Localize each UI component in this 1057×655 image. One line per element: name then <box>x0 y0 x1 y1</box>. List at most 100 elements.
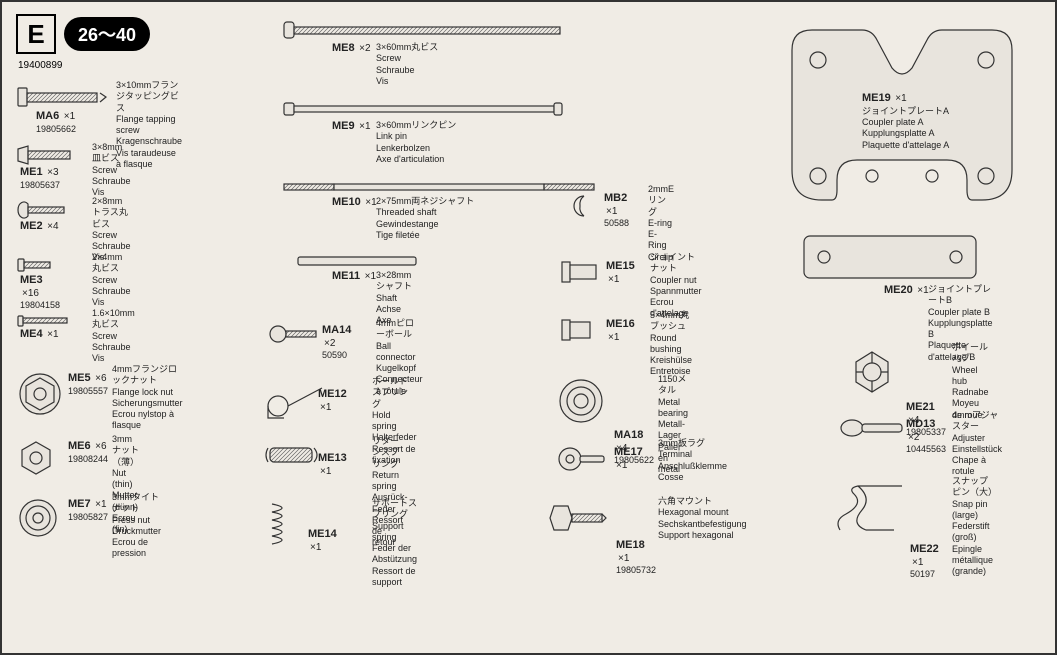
pid: MA14 <box>322 324 351 336</box>
desc-jp: サポートスプリング <box>372 498 417 521</box>
desc-de: Kupplungsplatte B <box>928 318 993 341</box>
pid: ME1 <box>20 166 43 178</box>
desc-jp: ホールドスプリング <box>372 376 417 410</box>
desc-en: Coupler nut <box>650 275 702 286</box>
desc-jp: 3mmタイトナット <box>112 492 161 515</box>
desc-jp: 4mmピローボール <box>376 318 423 341</box>
part-ME19: ME19 ×1 ジョイントプレートA Coupler plate A Kuppl… <box>772 20 1032 225</box>
qty: ×6 <box>95 441 106 452</box>
pid: ME15 <box>606 260 635 272</box>
e-ring-icon <box>570 192 598 220</box>
desc-jp: ジョイントナット <box>650 252 702 275</box>
pid: ME13 <box>318 452 347 464</box>
part-ME22: ME22 ×1 50197 スナップピン（大） Snap pin (large)… <box>832 480 908 543</box>
nut-flange-icon <box>18 372 62 416</box>
qty: ×1 <box>608 274 619 285</box>
pid: ME14 <box>308 528 337 540</box>
desc-jp: 六角マウント <box>658 496 747 507</box>
pid: ME7 <box>68 498 91 510</box>
desc-de: Kugelkopf <box>376 363 423 374</box>
part-ME5: ME5 ×6 19805557 4mmフランジロックナット Flange loc… <box>18 372 62 421</box>
part-ME16: ME16 ×1 5×4mm丸ブッシュ Round bushing Kreishü… <box>562 318 592 347</box>
pid: ME5 <box>68 372 91 384</box>
desc-en: Flange tapping screw <box>116 114 182 137</box>
desc-fr: Chape à rotule <box>952 455 1002 478</box>
desc-en: Adjuster <box>952 433 1002 444</box>
part-ME3: ME3 ×16 19804158 2×4mm丸ビス Screw Schraube… <box>18 258 54 277</box>
desc-jp: 2mmEリング <box>648 184 674 218</box>
desc-en: Return spring <box>372 470 408 493</box>
desc-jp: 4mmフランジロックナット <box>112 364 183 387</box>
desc-fr: Ecrou de pression <box>112 537 161 560</box>
press-nut-icon <box>18 498 58 538</box>
qty: ×1 <box>912 557 923 568</box>
pid: ME3 <box>20 274 43 286</box>
desc-en: Screw <box>92 331 135 342</box>
desc-fr: Ressort de support <box>372 566 417 589</box>
screw-thin-icon <box>18 315 70 327</box>
desc-en: E-ring <box>648 218 674 229</box>
desc-en: Shaft <box>376 293 418 304</box>
desc-fr: Plaquette d'attelage A <box>862 140 949 151</box>
ball-connector-icon <box>268 324 318 344</box>
desc-en: Wheel hub <box>952 365 989 388</box>
shaft-icon <box>298 255 418 267</box>
code: 19805662 <box>36 124 76 135</box>
qty: ×1 <box>320 402 331 413</box>
sheet-header: E 26～40 <box>16 14 150 54</box>
part-ME13: ME13 ×1 リターンスプリング Return spring Ausrück-… <box>264 444 322 471</box>
desc-de: Sicherungsmutter <box>112 398 183 409</box>
code: 19805827 <box>68 512 108 523</box>
desc-fr: Ecrou nylstop à flasque <box>112 409 183 432</box>
step-range: 26～40 <box>64 17 150 51</box>
desc-de: Schraube <box>92 342 135 353</box>
code: 19805637 <box>20 180 60 191</box>
desc-jp: スナップピン（大） <box>952 476 993 499</box>
desc-en: Snap pin (large) <box>952 499 993 522</box>
desc-de: Sechskantbefestigung <box>658 519 747 530</box>
desc-de: Federstift (groß) <box>952 521 993 544</box>
desc-de: Gewindestange <box>376 219 474 230</box>
desc-de: Radnabe <box>952 387 989 398</box>
qty: ×1 <box>310 542 321 553</box>
pid: MA18 <box>614 429 643 441</box>
qty: ×1 <box>616 460 627 471</box>
pid: ME17 <box>614 446 643 458</box>
qty: ×2 <box>908 432 919 443</box>
desc-en: Ball connector <box>376 341 423 364</box>
desc-jp: 4mmアジャスター <box>952 410 1002 433</box>
qty: ×4 <box>47 221 58 232</box>
threaded-shaft-icon <box>284 181 594 193</box>
part-ME9: ME9 ×1 3×60mmリンクピン Link pin Lenkerbolzen… <box>284 100 564 123</box>
desc-fr: Cosse <box>658 472 727 483</box>
part-MD13: MD13 ×2 10445563 4mmアジャスター Adjuster Eins… <box>840 418 904 443</box>
support-spring-icon <box>268 502 296 546</box>
desc-en: Threaded shaft <box>376 207 474 218</box>
desc-de: E-Ring <box>648 229 674 252</box>
qty: ×3 <box>47 167 58 178</box>
qty: ×1 <box>64 111 75 122</box>
desc-fr: Tige filetée <box>376 230 474 241</box>
terminal-icon <box>558 446 606 472</box>
desc-jp: 3×8mm皿ビス <box>92 142 131 165</box>
desc-en: Coupler plate A <box>862 117 949 128</box>
screw-flange-icon <box>18 84 108 110</box>
desc-en: Screw <box>92 230 131 241</box>
return-spring-icon <box>264 444 322 466</box>
pid: ME18 <box>616 539 645 551</box>
part-MA6: MA6 ×1 19805662 3×10mmフランジタッピングビス Flange… <box>18 84 108 115</box>
desc-de: Schraube <box>92 241 131 252</box>
desc-en: Hold spring <box>372 410 417 433</box>
pid: ME19 <box>862 92 891 104</box>
desc-jp: 2×4mm丸ビス <box>92 252 131 275</box>
hold-spring-icon <box>264 382 324 418</box>
desc-jp: 1.6×10mm丸ビス <box>92 308 135 331</box>
desc-jp: ホイールハブ <box>952 342 989 365</box>
pid: ME20 <box>884 284 913 296</box>
desc-jp: 3mmナット（薄） <box>112 434 139 468</box>
code: 19804158 <box>20 300 60 311</box>
desc-de: Druckmutter <box>112 526 161 537</box>
desc-de: Feder der Abstützung <box>372 543 417 566</box>
desc-jp: 3mm板ラグ <box>658 438 727 449</box>
desc-jp: ジョイントプレートB <box>928 284 993 307</box>
